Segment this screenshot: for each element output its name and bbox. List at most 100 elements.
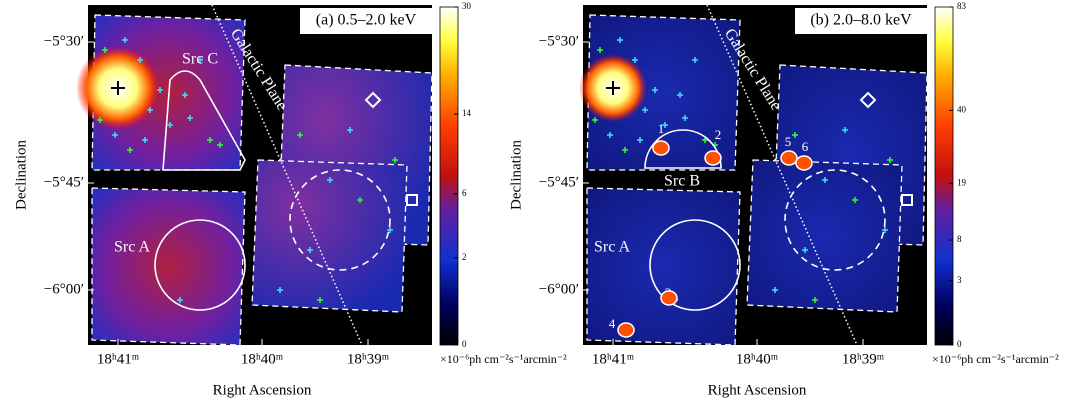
colorbar-tick-label: 8 bbox=[957, 234, 962, 244]
colorbar-tick-label: 40 bbox=[957, 104, 967, 114]
star-marker bbox=[127, 147, 133, 153]
colorbar bbox=[934, 6, 954, 346]
source-region bbox=[652, 140, 670, 156]
x-tick-label: 18ʰ39ᵐ bbox=[842, 351, 885, 367]
region bbox=[154, 219, 246, 311]
colorbar-tick-label: 19 bbox=[957, 177, 967, 187]
y-axis-title: Declination bbox=[13, 140, 29, 210]
colorbar bbox=[439, 6, 459, 346]
y-tick-label: −6°00′ bbox=[539, 281, 579, 297]
source-region bbox=[704, 150, 722, 166]
field bbox=[91, 187, 246, 346]
star-marker bbox=[702, 137, 708, 143]
star-marker bbox=[597, 47, 603, 53]
star-marker bbox=[157, 87, 163, 93]
star-marker bbox=[887, 157, 893, 163]
annotation: 6 bbox=[802, 139, 809, 154]
source-region bbox=[617, 322, 635, 338]
y-axis-title: Declination bbox=[508, 140, 524, 210]
star-marker bbox=[147, 107, 153, 113]
region bbox=[784, 169, 886, 271]
star-marker bbox=[207, 137, 213, 143]
star-marker bbox=[617, 37, 623, 43]
star-marker bbox=[812, 297, 818, 303]
colorbar-tick-label: 3 bbox=[957, 275, 962, 285]
field bbox=[586, 14, 741, 171]
star-marker bbox=[187, 115, 193, 121]
star-marker bbox=[632, 57, 638, 63]
star-marker bbox=[277, 287, 283, 293]
star-marker bbox=[592, 117, 598, 123]
star-marker bbox=[137, 57, 143, 63]
annotation: Src A bbox=[594, 239, 630, 256]
star-marker bbox=[297, 132, 303, 138]
star-marker bbox=[167, 122, 173, 128]
star-marker bbox=[682, 115, 688, 121]
star-marker bbox=[622, 147, 628, 153]
label-box bbox=[795, 8, 927, 34]
star-marker bbox=[97, 117, 103, 123]
star-marker bbox=[197, 57, 203, 63]
annotation: 5 bbox=[785, 134, 792, 149]
panel-label: (b) 2.0–8.0 keV bbox=[810, 12, 912, 29]
source-region bbox=[660, 290, 678, 306]
star-marker bbox=[327, 177, 333, 183]
y-tick-label: −5°30′ bbox=[44, 33, 84, 49]
star-marker bbox=[317, 297, 323, 303]
annotation: 2 bbox=[715, 127, 722, 142]
star-marker bbox=[677, 92, 683, 98]
region bbox=[289, 169, 391, 271]
square bbox=[901, 194, 913, 206]
star-marker bbox=[142, 137, 148, 143]
y-tick-label: −5°45′ bbox=[539, 174, 579, 190]
colorbar-tick-label: 6 bbox=[462, 188, 467, 198]
star-marker bbox=[772, 287, 778, 293]
y-tick-label: −6°00′ bbox=[44, 281, 84, 297]
star-marker bbox=[652, 87, 658, 93]
annotation: Src A bbox=[114, 239, 150, 256]
star-marker bbox=[642, 107, 648, 113]
label-box bbox=[300, 8, 432, 34]
field bbox=[251, 159, 408, 313]
star-marker bbox=[217, 142, 223, 148]
star-marker bbox=[112, 132, 118, 138]
x-axis-title: Right Ascension bbox=[213, 382, 312, 398]
annotation: 1 bbox=[658, 121, 665, 136]
star-marker bbox=[842, 127, 848, 133]
star-marker bbox=[347, 127, 353, 133]
field bbox=[746, 159, 903, 313]
x-tick-label: 18ʰ41ᵐ bbox=[592, 351, 635, 367]
annotation: Src C bbox=[182, 51, 218, 68]
colorbar-tick-label: 0 bbox=[957, 339, 962, 349]
star-marker bbox=[182, 92, 188, 98]
colorbar-tick-label: 2 bbox=[462, 252, 467, 262]
x-axis-title: Right Ascension bbox=[708, 382, 807, 398]
x-tick-label: 18ʰ39ᵐ bbox=[347, 351, 390, 367]
star-marker bbox=[792, 132, 798, 138]
cross bbox=[606, 81, 620, 95]
y-tick-label: −5°45′ bbox=[44, 174, 84, 190]
cross bbox=[111, 81, 125, 95]
source-region bbox=[780, 150, 798, 166]
star-marker bbox=[882, 227, 888, 233]
annotation: Src B bbox=[664, 173, 700, 190]
colorbar-unit: ×10⁻⁶ph cm⁻²s⁻¹arcmin⁻² bbox=[932, 352, 1059, 366]
colorbar-tick-label: 30 bbox=[462, 1, 472, 11]
star-marker bbox=[122, 37, 128, 43]
colorbar-unit: ×10⁻⁶ph cm⁻²s⁻¹arcmin⁻² bbox=[440, 352, 567, 366]
region bbox=[649, 219, 741, 311]
star-marker bbox=[607, 132, 613, 138]
star-marker bbox=[637, 137, 643, 143]
star-marker bbox=[692, 57, 698, 63]
star-marker bbox=[357, 197, 363, 203]
colorbar-tick-label: 14 bbox=[462, 108, 472, 118]
field bbox=[586, 187, 741, 346]
region bbox=[162, 70, 246, 171]
star-marker bbox=[852, 197, 858, 203]
source-region bbox=[795, 155, 813, 171]
star-marker bbox=[662, 122, 668, 128]
diamond bbox=[859, 91, 877, 109]
y-tick-label: −5°30′ bbox=[539, 33, 579, 49]
